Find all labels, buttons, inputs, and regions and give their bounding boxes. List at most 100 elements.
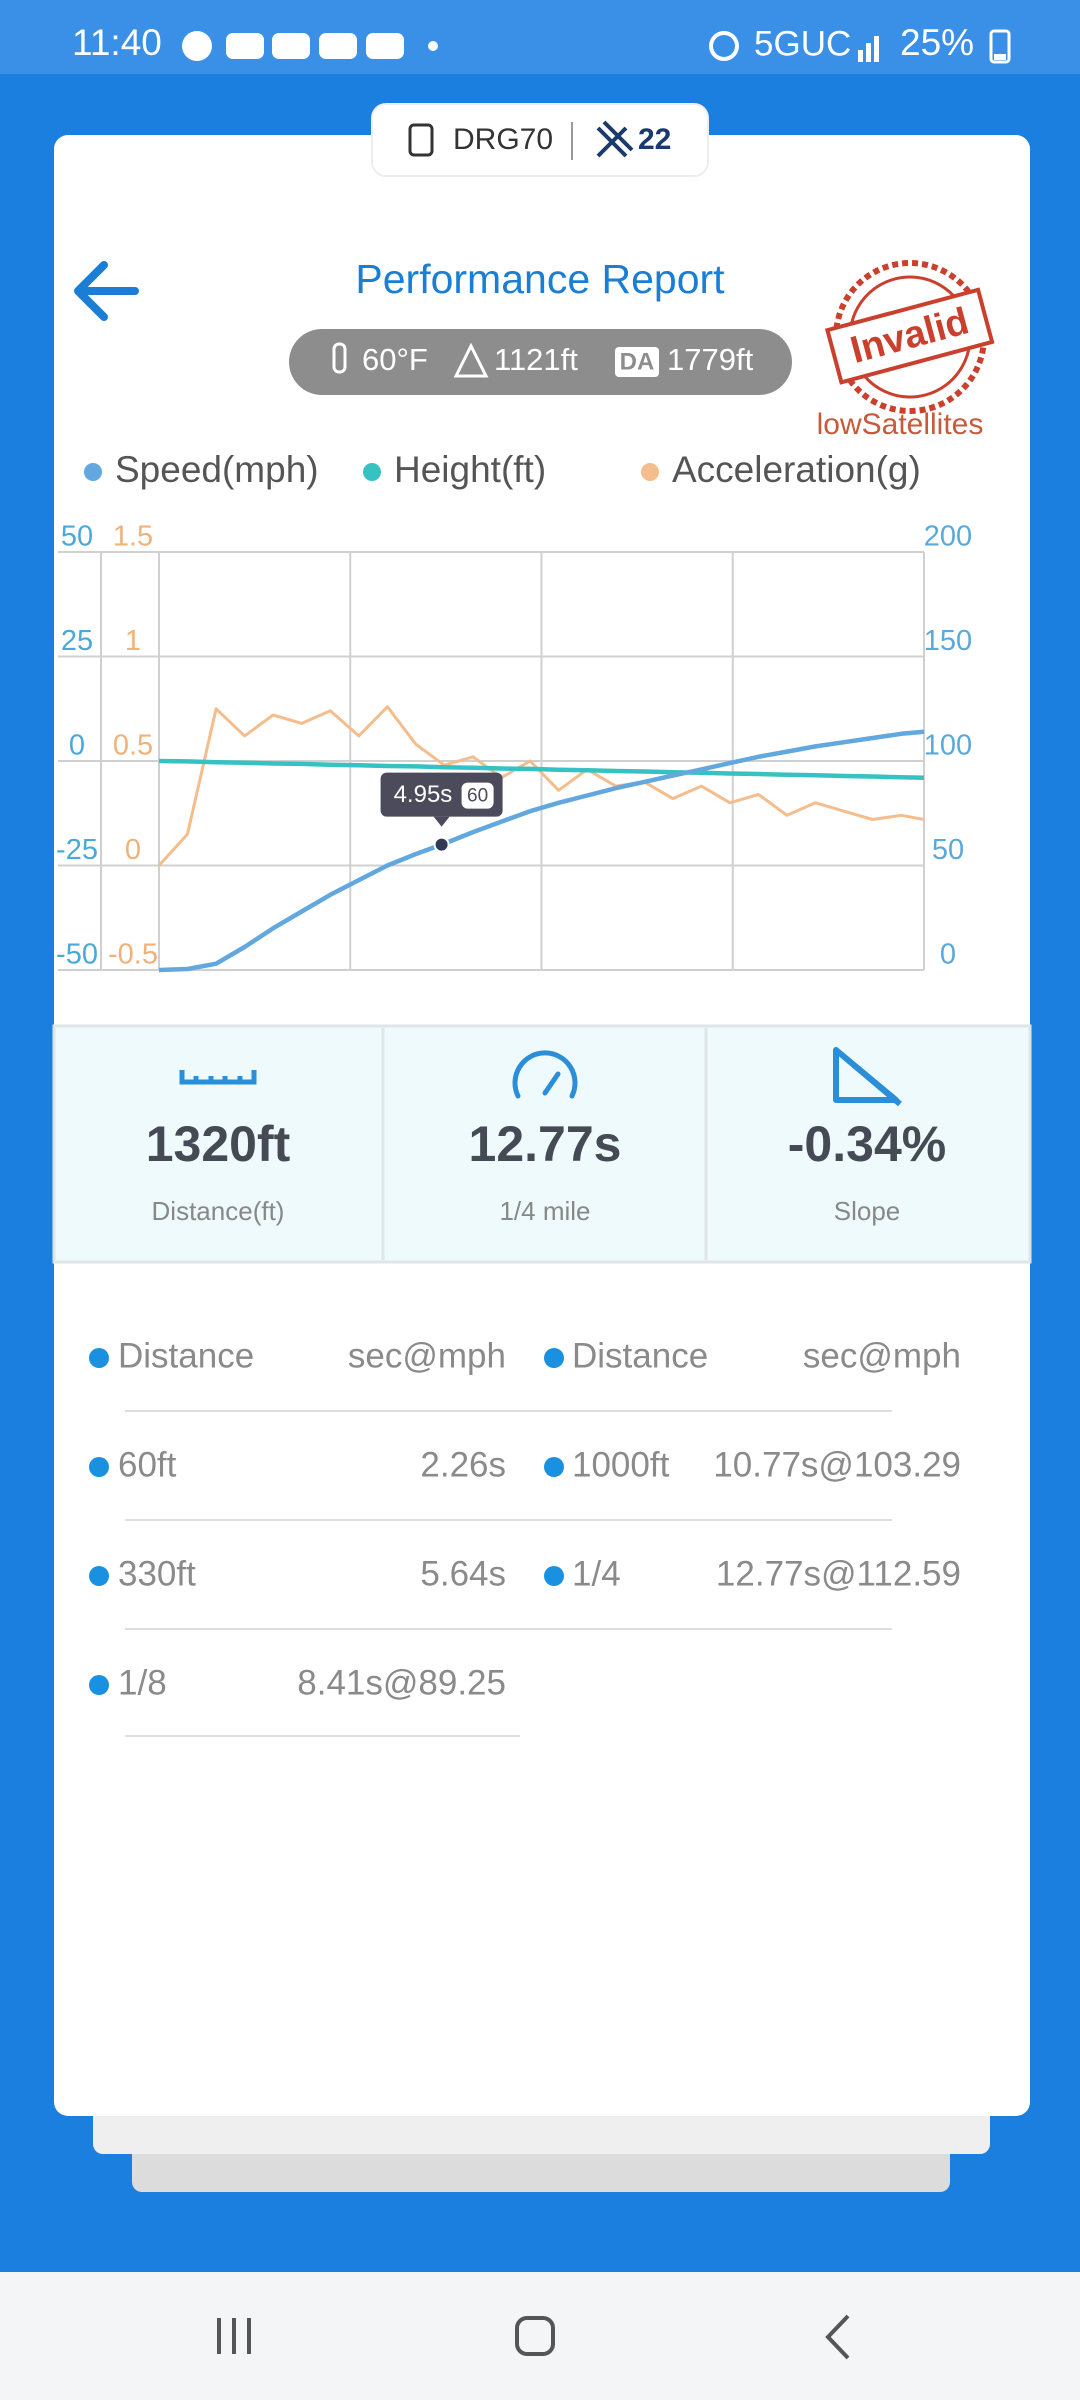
battery-level (994, 54, 1006, 60)
y-tick-label: 50 (61, 521, 93, 553)
status-icon (366, 33, 404, 59)
satellite-icon (596, 120, 634, 158)
tooltip-badge (461, 782, 494, 809)
split-distance: 1/4 (572, 1554, 621, 1593)
legend-marker (641, 463, 659, 481)
device-icon (408, 123, 434, 157)
satellite-count: 22 (638, 123, 671, 156)
alarm-icon (709, 31, 739, 61)
status-icon (182, 31, 212, 61)
split-time: sec@mph (348, 1336, 506, 1375)
device-chip (371, 103, 709, 177)
battery-icon (989, 29, 1011, 64)
split-dot (544, 1566, 564, 1586)
signal-icon (866, 43, 871, 62)
y3-tick-label: 1.5 (113, 521, 153, 553)
series-line (158, 758, 925, 780)
da-badge (615, 347, 659, 377)
split-time: 10.77s@103.29 (713, 1445, 961, 1484)
legend-label: Speed(mph) (115, 449, 319, 490)
splits-table: Distance sec@mph 60ft 2.26s 330ft 5.64s 1/8 8.4… (89, 1336, 961, 1737)
tooltip-value: 60 (467, 786, 488, 807)
gauge-icon (512, 1050, 578, 1099)
y3-tick-label: 0.5 (113, 730, 153, 762)
stamp-reason: lowSatellites (817, 408, 984, 441)
legend-marker (363, 463, 381, 481)
stat-value: 12.77s (469, 1116, 622, 1172)
temperature: 60°F (362, 342, 428, 377)
stat-label: Distance(ft) (152, 1196, 285, 1226)
y3-tick-label: 1 (125, 625, 141, 657)
split-time: sec@mph (803, 1336, 961, 1375)
legend-marker (84, 463, 102, 481)
split-dot (89, 1457, 109, 1477)
tooltip-pointer (433, 816, 450, 827)
y2-tick-label: 100 (924, 730, 972, 762)
y2-tick-label: 150 (924, 625, 972, 657)
back-nav-button[interactable] (825, 2314, 850, 2360)
stamp-band (824, 287, 995, 385)
split-dot (89, 1675, 109, 1695)
thermometer-icon (332, 342, 347, 374)
split-time: 2.26s (420, 1445, 506, 1484)
status-time: 11:40 (72, 22, 162, 63)
y2-tick-label: 50 (932, 834, 964, 866)
y2-tick-label: 200 (924, 521, 972, 553)
y-tick-label: -50 (56, 939, 98, 971)
recents-button[interactable] (217, 2318, 251, 2354)
split-distance: 330ft (118, 1554, 196, 1593)
nav-bar (0, 2272, 1080, 2400)
split-time: 5.64s (420, 1554, 506, 1593)
status-battery: 25% (900, 22, 974, 63)
tooltip-point (433, 836, 450, 853)
legend-label: Height(ft) (394, 449, 546, 490)
split-dot (89, 1566, 109, 1586)
split-dot (89, 1348, 109, 1368)
density-altitude: 1779ft (667, 342, 754, 377)
da-badge-text: DA (620, 348, 655, 375)
status-icon (428, 41, 438, 51)
signal-icon (874, 36, 879, 62)
status-icon (226, 33, 264, 59)
split-distance: 1/8 (118, 1663, 167, 1702)
ruler-icon (179, 1070, 257, 1085)
split-dot (544, 1457, 564, 1477)
signal-icon (858, 50, 863, 62)
y-tick-label: 25 (61, 625, 93, 657)
split-distance: Distance (572, 1336, 708, 1375)
stat-label: 1/4 mile (499, 1196, 590, 1226)
series-line (158, 729, 925, 973)
status-network: 5GUC (754, 24, 851, 63)
invalid-stamp: Invalid (824, 260, 995, 414)
split-distance: 60ft (118, 1445, 177, 1484)
slope-icon (833, 1047, 902, 1107)
conditions-chip (289, 329, 792, 395)
status-icon (272, 33, 310, 59)
series-line (157, 705, 925, 867)
split-time: 12.77s@112.59 (716, 1554, 961, 1593)
device-name: DRG70 (453, 123, 553, 156)
home-button[interactable] (515, 2316, 555, 2356)
stat-label: Slope (834, 1196, 901, 1226)
y-tick-label: 0 (69, 730, 85, 762)
status-icons (182, 29, 1011, 64)
legend-label: Acceleration(g) (672, 449, 921, 490)
back-button[interactable] (74, 261, 139, 321)
status-bar (0, 0, 1080, 74)
elevation-icon (453, 342, 489, 378)
status-icon (319, 33, 357, 59)
tooltip-time: 4.95s (394, 781, 453, 808)
split-distance: Distance (118, 1336, 254, 1375)
stat-value: -0.34% (788, 1116, 946, 1172)
y3-tick-label: -0.5 (108, 939, 158, 971)
split-dot (544, 1348, 564, 1368)
split-time: 8.41s@89.25 (297, 1663, 506, 1702)
y3-tick-label: 0 (125, 834, 141, 866)
split-distance: 1000ft (572, 1445, 670, 1484)
report-title: Performance Report (355, 256, 725, 302)
chart: Speed(mph) Height(ft) Acceleration(g) -50 -2… (56, 449, 972, 973)
elevation: 1121ft (494, 342, 578, 377)
y2-tick-label: 0 (940, 939, 956, 971)
